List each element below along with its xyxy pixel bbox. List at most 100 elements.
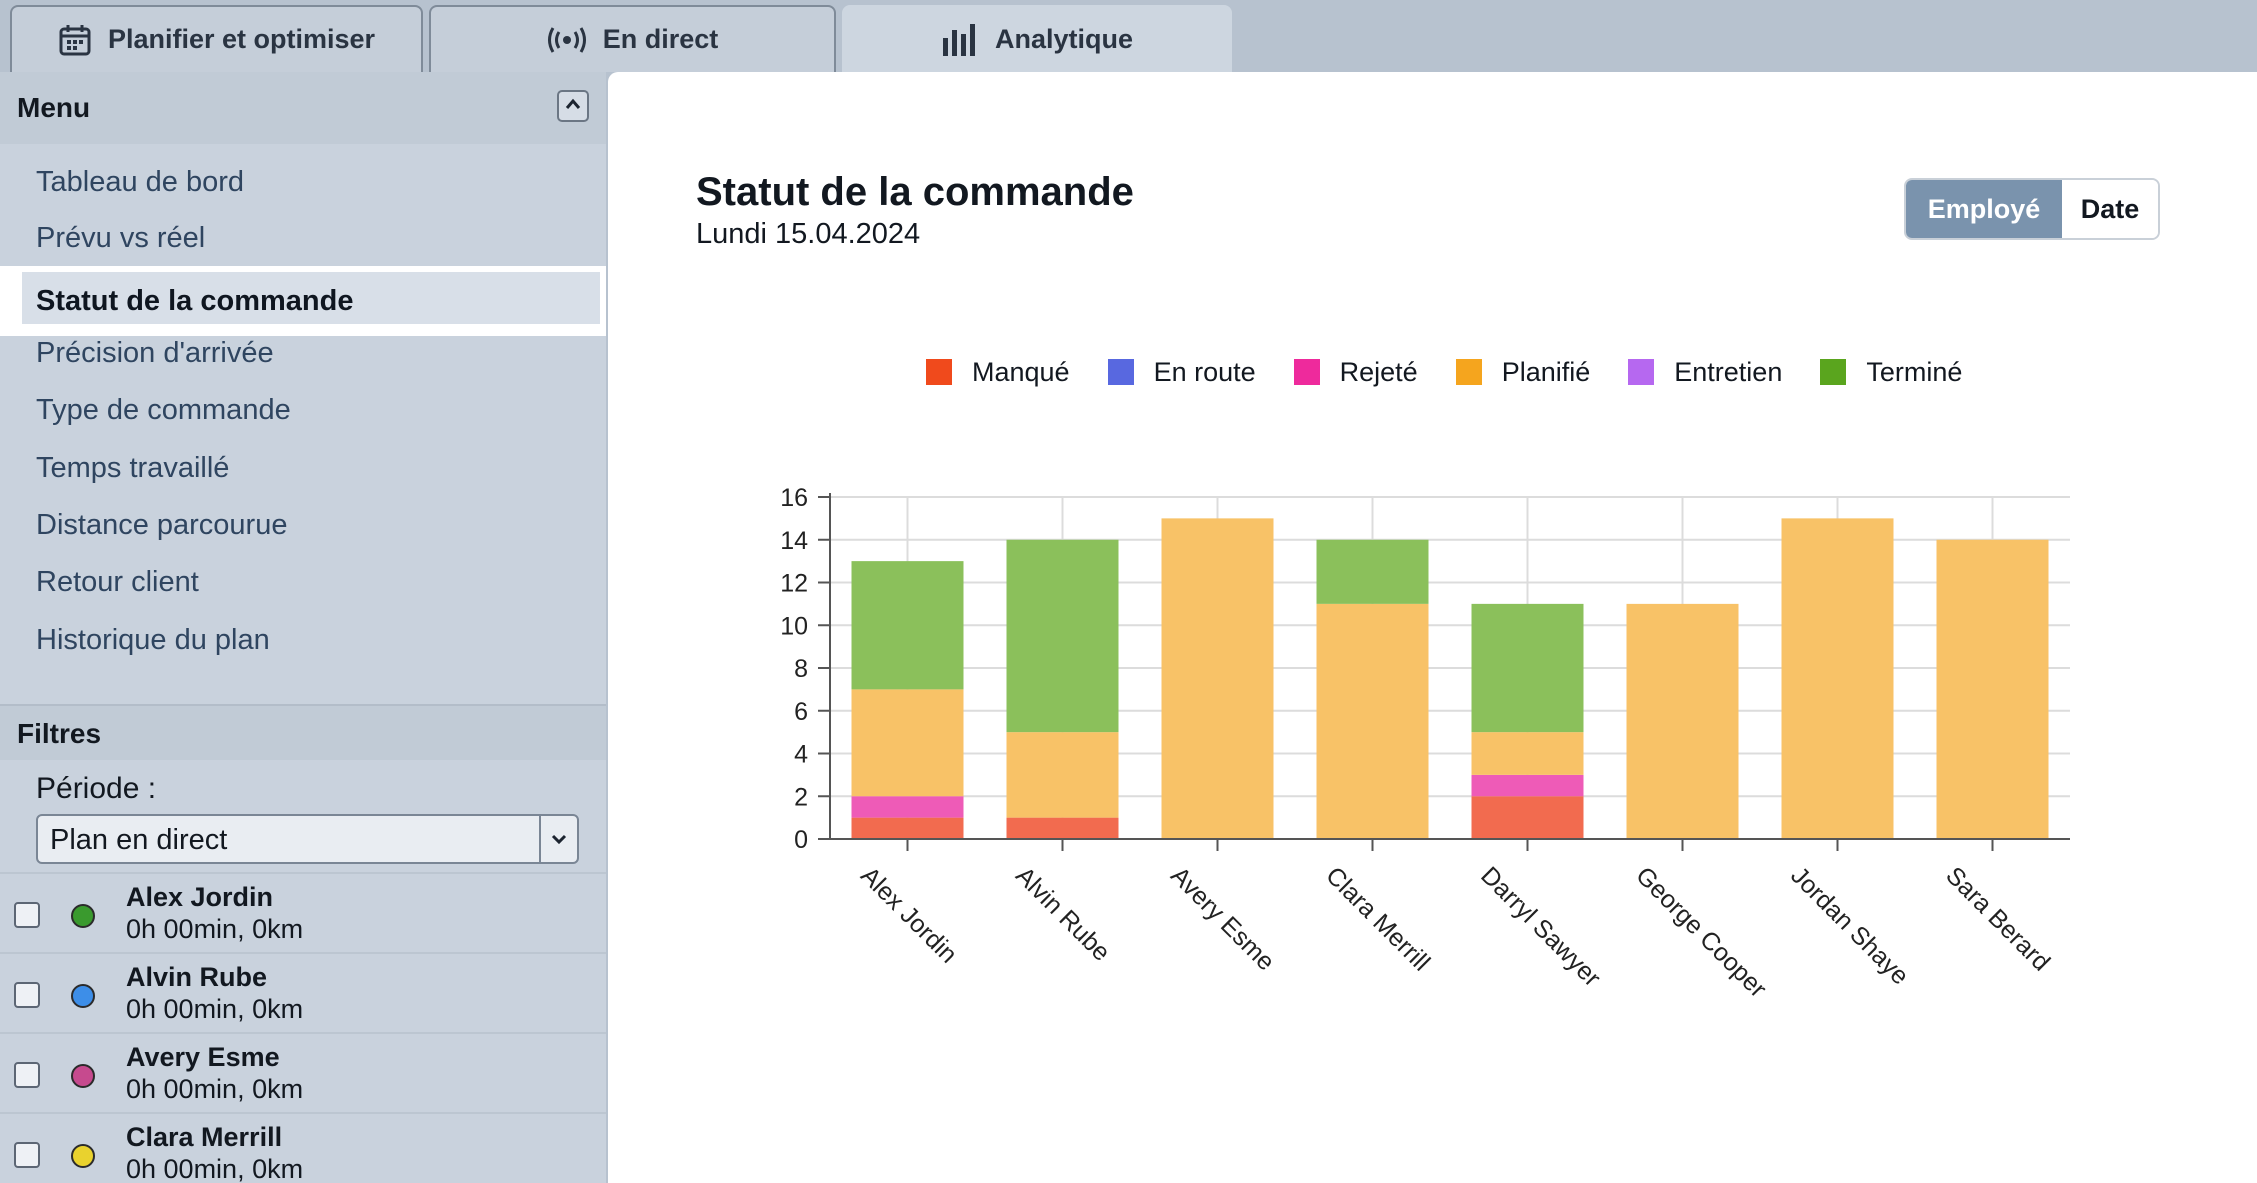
sidebar: Menu Tableau de bord Prévu vs réel Statu… [0, 72, 606, 1183]
employee-meta: 0h 00min, 0km [126, 994, 304, 1024]
x-tick-label: Alvin Rube [1010, 861, 1115, 966]
menu-item-label: Statut de la commande [36, 284, 354, 317]
employee-name: Alex Jordin [126, 882, 274, 912]
legend-swatch [1293, 359, 1320, 385]
bar-segment [1316, 603, 1429, 839]
legend-swatch [1820, 359, 1847, 385]
menu-item-statut-commande[interactable]: Statut de la commande [0, 266, 606, 336]
x-tick-label: Clara Merrill [1320, 861, 1435, 976]
collapse-button[interactable] [557, 90, 589, 122]
chevron-up-icon [564, 97, 582, 115]
menu-item-label: Type de commande [36, 394, 291, 426]
menu-title: Menu [17, 92, 91, 123]
page-subtitle: Lundi 15.04.2024 [696, 218, 921, 250]
employee-color-dot [71, 904, 95, 928]
legend-label: Rejeté [1339, 356, 1418, 387]
calendar-icon [58, 23, 92, 57]
employee-color-dot [71, 1144, 95, 1168]
menu-item-distance-parcourue[interactable]: Distance parcourue [0, 497, 606, 554]
legend-label: En route [1153, 356, 1256, 387]
legend-item[interactable]: Manqué [926, 357, 1070, 388]
menu-item-label: Tableau de bord [36, 166, 244, 198]
menu-item-type-commande[interactable]: Type de commande [0, 382, 606, 439]
view-toggle: Employé Date [1904, 178, 2160, 240]
filters-title: Filtres [17, 718, 102, 749]
bar-segment [1936, 539, 2049, 839]
legend-label: Manqué [972, 356, 1070, 387]
page-title: Statut de la commande [696, 170, 1134, 214]
toggle-date-button[interactable]: Date [2062, 180, 2158, 238]
employee-checkbox[interactable] [14, 1062, 40, 1088]
bar-segment [1006, 539, 1119, 733]
menu-item-label: Prévu vs réel [36, 222, 206, 254]
legend-swatch [926, 359, 952, 385]
menu-item-historique-plan[interactable]: Historique du plan [0, 612, 606, 669]
y-tick-label: 8 [794, 655, 808, 683]
legend-label: Planifié [1501, 356, 1591, 387]
broadcast-icon [547, 25, 587, 55]
y-tick-label: 12 [780, 570, 808, 598]
employee-checkbox[interactable] [14, 1142, 40, 1168]
menu-item-prevu-vs-reel[interactable]: Prévu vs réel [0, 210, 606, 267]
menu-item-retour-client[interactable]: Retour client [0, 554, 606, 611]
menu-item-tableau-de-bord[interactable]: Tableau de bord [0, 154, 606, 211]
employee-checkbox[interactable] [14, 902, 40, 928]
menu-header: Menu [0, 72, 606, 144]
legend-item[interactable]: Rejeté [1293, 356, 1418, 388]
toggle-employe-button[interactable]: Employé [1906, 180, 2062, 238]
tab-analytique[interactable]: Analytique [842, 5, 1232, 72]
bar-segment [1471, 732, 1584, 775]
y-tick-label: 4 [794, 741, 808, 769]
y-tick-label: 10 [780, 612, 808, 640]
tab-label: En direct [602, 24, 719, 54]
legend-item[interactable]: Entretien [1628, 357, 1782, 388]
x-tick-label: George Cooper [1630, 861, 1772, 1003]
legend-item[interactable]: Planifié [1455, 356, 1591, 388]
legend-item[interactable]: En route [1107, 356, 1256, 388]
bar-segment [1006, 732, 1119, 818]
x-tick-label: Darryl Sawyer [1475, 861, 1606, 992]
period-label: Période : [36, 772, 157, 805]
employee-row: Avery Esme 0h 00min, 0km [0, 1032, 606, 1112]
period-select-value: Plan en direct [50, 824, 228, 856]
employee-meta: 0h 00min, 0km [126, 1074, 304, 1104]
menu-item-label: Distance parcourue [36, 509, 288, 541]
tab-bar: Planifier et optimiser En direct Analyti… [0, 0, 2257, 72]
menu-item-label: Temps travaillé [36, 452, 230, 484]
employee-meta: 0h 00min, 0km [126, 1154, 304, 1183]
menu-item-temps-travaille[interactable]: Temps travaillé [0, 440, 606, 497]
tab-en-direct[interactable]: En direct [429, 5, 836, 72]
active-highlight [22, 272, 600, 324]
chart-legend: Manqué En route Rejeté Planifié Entretien Ter… [926, 354, 2000, 390]
period-select[interactable]: Plan en direct [36, 814, 579, 864]
menu-item-label: Retour client [36, 566, 199, 598]
tab-planifier[interactable]: Planifier et optimiser [10, 5, 423, 72]
menu-item-precision-arrivee[interactable]: Précision d'arrivée [0, 325, 606, 382]
employee-row: Clara Merrill 0h 00min, 0km [0, 1112, 606, 1183]
legend-item[interactable]: Terminé [1820, 357, 1962, 388]
employee-name: Avery Esme [126, 1042, 280, 1072]
legend-label: Entretien [1674, 356, 1783, 387]
bar-segment [1781, 518, 1894, 839]
bar-chart-icon [941, 23, 979, 56]
y-tick-label: 0 [794, 826, 808, 854]
bar-segment [1471, 796, 1584, 839]
bar-segment [1471, 603, 1584, 733]
employee-checkbox[interactable] [14, 982, 40, 1008]
bar-segment [1626, 603, 1739, 839]
filters-header: Filtres [0, 704, 606, 760]
employee-row: Alvin Rube 0h 00min, 0km [0, 952, 606, 1032]
tab-label: Planifier et optimiser [107, 24, 376, 54]
employee-meta: 0h 00min, 0km [126, 914, 304, 944]
menu-item-label: Historique du plan [36, 624, 270, 656]
bar-segment [851, 796, 964, 818]
x-tick-label: Sara Berard [1940, 861, 2055, 976]
chevron-down-icon[interactable] [539, 816, 577, 862]
employee-color-dot [71, 984, 95, 1008]
y-tick-label: 16 [780, 484, 808, 512]
bar-segment [851, 689, 964, 797]
bar-segment [1006, 817, 1119, 839]
employee-name: Clara Merrill [126, 1122, 283, 1152]
x-tick-label: Alex Jordin [855, 861, 962, 968]
bar-segment [1161, 518, 1274, 839]
